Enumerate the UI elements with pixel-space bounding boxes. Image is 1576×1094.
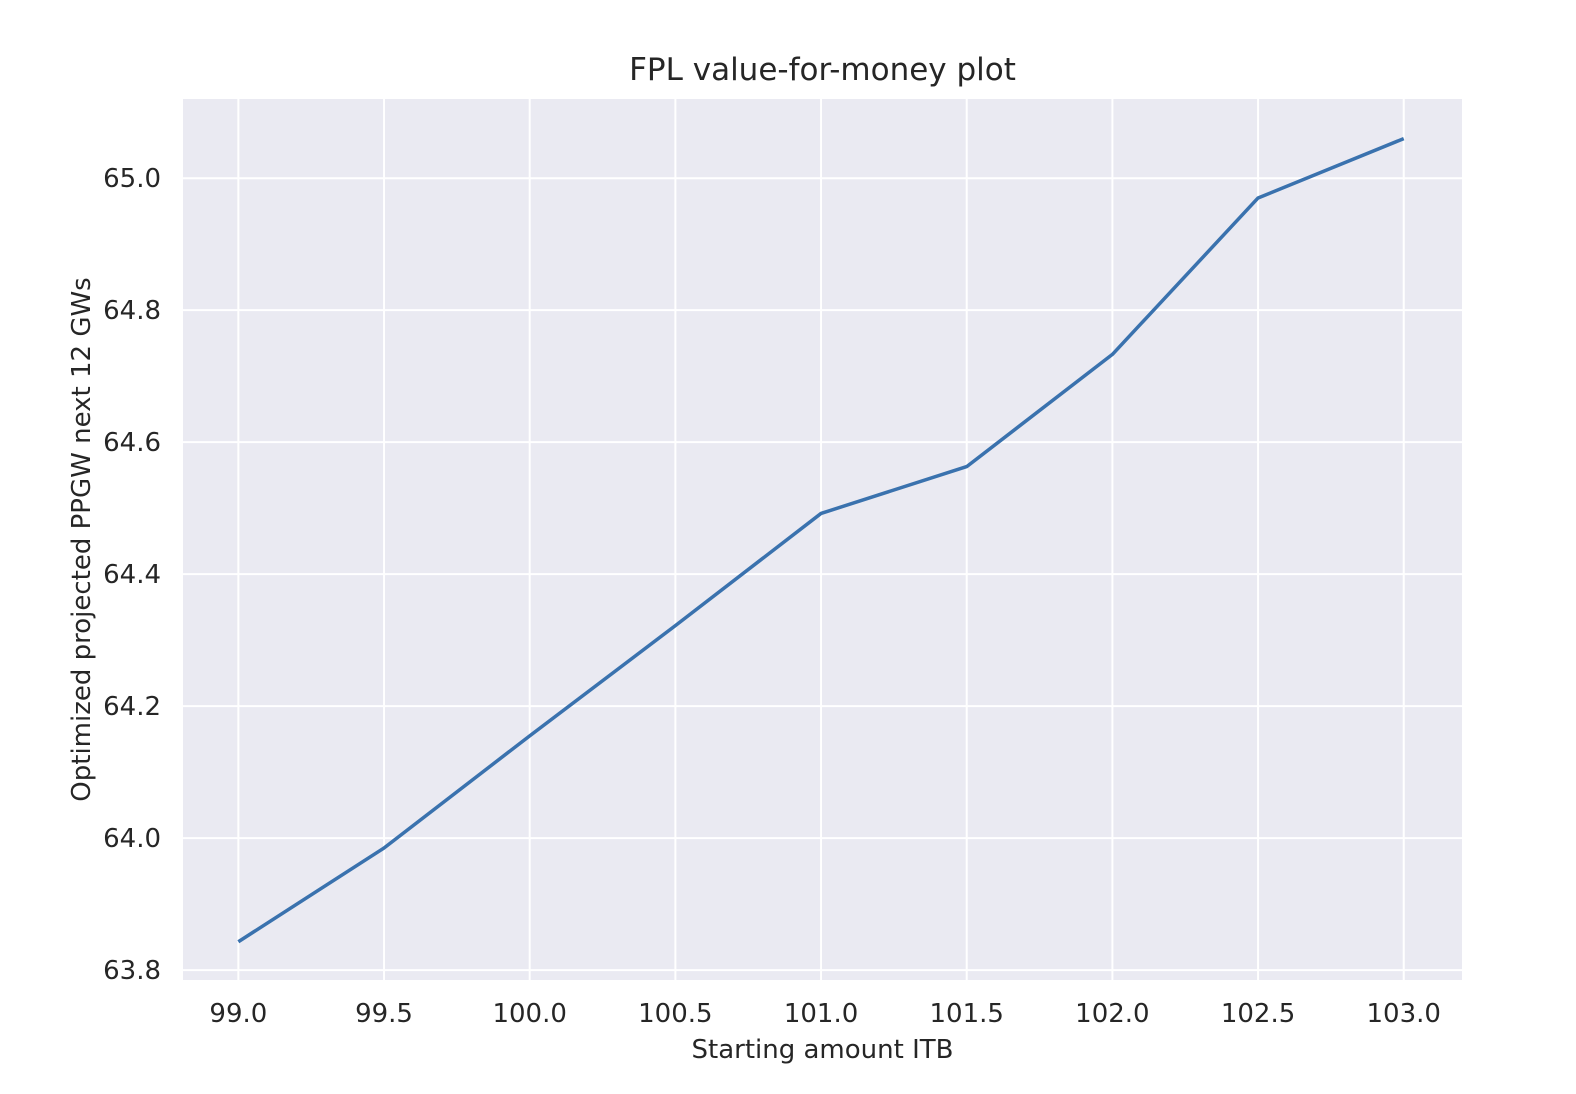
x-tick-label: 102.5	[1221, 999, 1295, 1029]
x-tick-label: 100.5	[638, 999, 712, 1029]
x-tick-label: 99.5	[355, 999, 413, 1029]
y-axis-title: Optimized projected PPGW next 12 GWs	[67, 277, 97, 801]
x-gridlines	[237, 99, 1405, 980]
y-tick-label: 65.0	[103, 164, 161, 194]
x-tick-label: 99.0	[209, 999, 267, 1029]
y-tick-label: 63.8	[103, 956, 161, 986]
x-tick-label: 100.0	[492, 999, 566, 1029]
y-tick-labels: 63.8 64.0 64.2 64.4 64.6 64.8 65.0	[103, 164, 161, 986]
x-axis-title: Starting amount ITB	[692, 1035, 954, 1065]
x-tick-label: 103.0	[1367, 999, 1441, 1029]
y-tick-label: 64.2	[103, 692, 161, 722]
series-layer	[237, 136, 1405, 944]
y-tick-label: 64.0	[103, 824, 161, 854]
x-tick-label: 101.5	[929, 999, 1003, 1029]
plot-area	[183, 99, 1462, 980]
x-tick-label: 101.0	[784, 999, 858, 1029]
series-line	[237, 136, 1405, 944]
x-tick-labels: 99.0 99.5 100.0 100.5 101.0 101.5 102.0 102.5 10…	[209, 999, 1441, 1029]
chart-title: FPL value-for-money plot	[629, 52, 1016, 88]
y-tick-label: 64.6	[103, 428, 161, 458]
x-tick-label: 102.0	[1075, 999, 1149, 1029]
y-tick-label: 64.8	[103, 296, 161, 326]
y-tick-label: 64.4	[103, 560, 161, 590]
